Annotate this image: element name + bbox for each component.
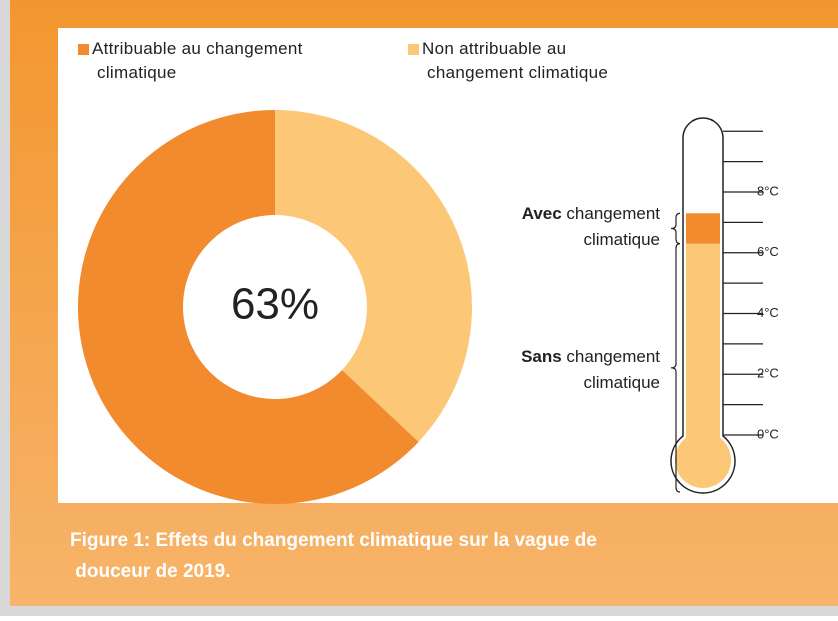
legend-swatch	[78, 44, 89, 55]
y-tick-label: 6°C	[757, 244, 779, 259]
label-line: Non attribuable au	[422, 39, 566, 58]
legend-label: Attribuable au changement climatique	[92, 39, 303, 82]
caption-line: douceur de 2019.	[70, 561, 231, 582]
label-line: climatique	[579, 373, 660, 392]
thermometer-segment	[686, 213, 720, 244]
brace	[670, 212, 681, 245]
donut-slice	[275, 110, 472, 442]
donut-slice	[78, 110, 419, 504]
label-bold: Avec	[522, 204, 562, 223]
y-tick-label: 4°C	[757, 305, 779, 320]
y-tick-label: 0°C	[757, 426, 779, 441]
caption-line: Figure 1: Effets du changement climatiqu…	[70, 530, 597, 551]
label-bold: Sans	[521, 347, 562, 366]
label-part: changement	[562, 347, 661, 366]
thermometer-label: Sans changement climatique	[521, 347, 660, 392]
label-line: Attribuable au changement	[92, 39, 303, 58]
center-label: 63%	[231, 280, 319, 329]
caption: Figure 1: Effets du changement climatiqu…	[70, 530, 597, 582]
legend-swatch	[408, 44, 419, 55]
thermometer-label: Avec changement climatique	[522, 204, 661, 249]
legend-label: Non attribuable au changement climatique	[422, 39, 608, 82]
thermometer-segment	[686, 243, 720, 450]
y-tick-label: 8°C	[757, 183, 779, 198]
brace	[670, 243, 681, 493]
label-line: climatique	[92, 63, 177, 82]
label-part: changement	[562, 204, 661, 223]
label-line: changement climatique	[422, 63, 608, 82]
label-line: climatique	[579, 230, 660, 249]
y-tick-label: 2°C	[757, 366, 779, 381]
